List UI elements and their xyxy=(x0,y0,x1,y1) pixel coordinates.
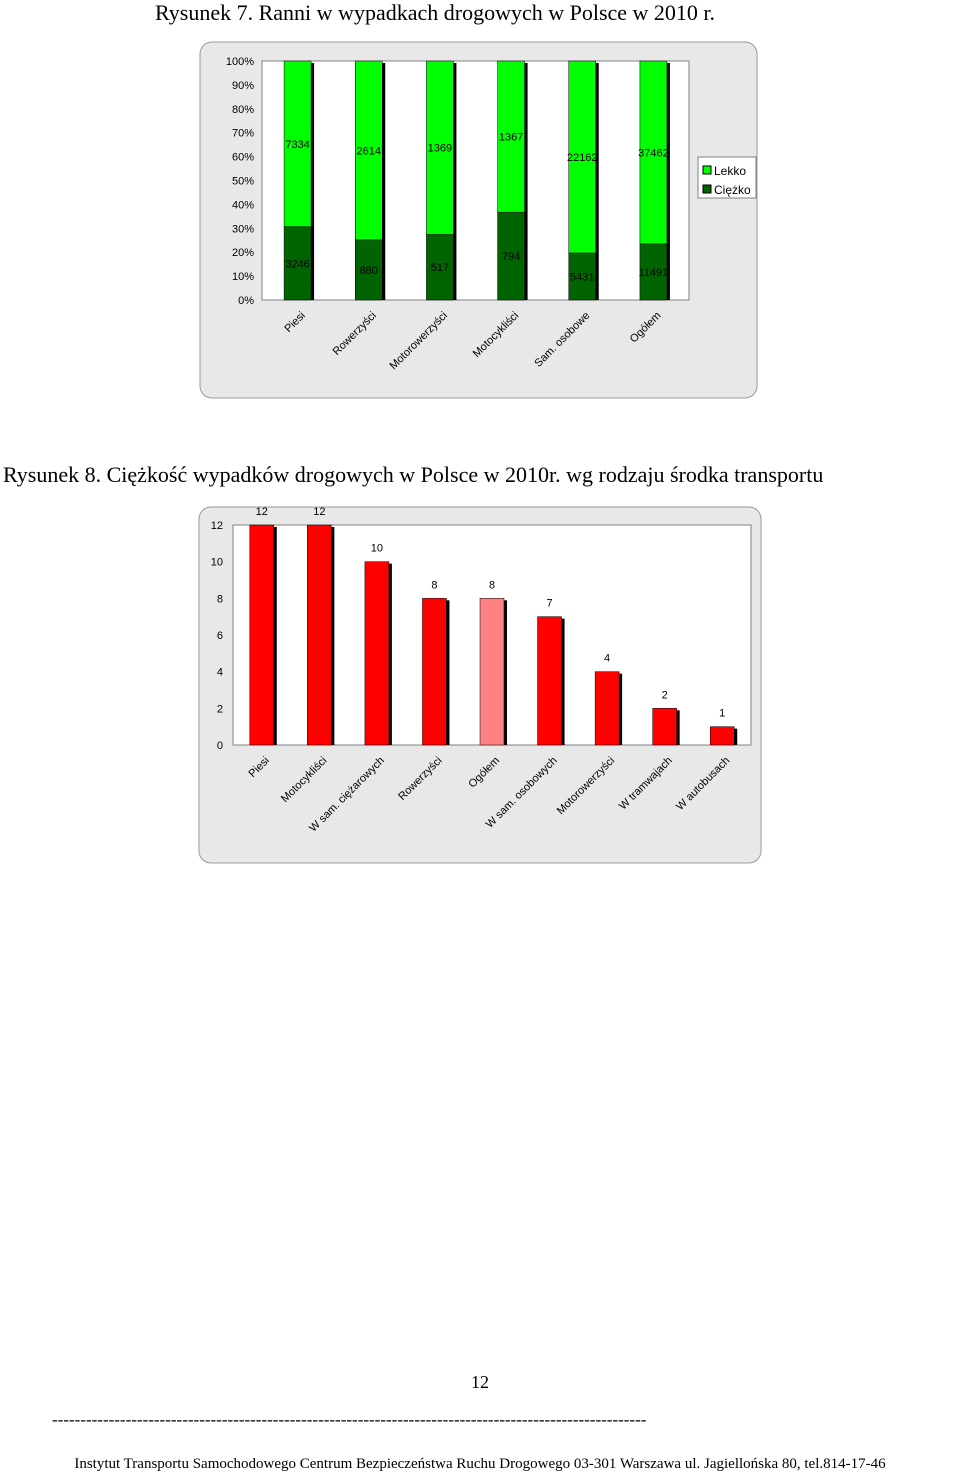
data-label-lekko: 1367 xyxy=(499,132,523,144)
bar-w-sam-osobowych xyxy=(537,616,562,746)
bar-w-autobusach xyxy=(709,726,735,746)
data-label-ciezko: 880 xyxy=(360,265,378,277)
figure-7-title: Rysunek 7. Ranni w wypadkach drogowych w… xyxy=(155,0,716,25)
footer-separator: ----------------------------------------… xyxy=(52,1410,647,1429)
bar-segment-ciezko-sam-osobowe xyxy=(568,252,596,301)
y-tick-label: 0% xyxy=(238,295,254,307)
y-tick-label: 30% xyxy=(232,223,254,235)
bar-segment-lekko-motorowerzysci xyxy=(426,60,454,235)
y-tick-label: 6 xyxy=(217,630,223,642)
bar-ogolem xyxy=(479,598,505,746)
y-tick-label: 50% xyxy=(232,176,254,188)
y-tick-label: 70% xyxy=(232,128,254,140)
data-label-lekko: 22162 xyxy=(567,152,598,164)
data-label-lekko: 37462 xyxy=(638,147,669,159)
legend-swatch-lekko xyxy=(702,165,712,175)
data-label-rowerzysci: 8 xyxy=(431,579,437,591)
y-tick-label: 60% xyxy=(232,152,254,164)
data-label-w-tramwajach: 2 xyxy=(662,689,668,701)
bar-motocyklisci xyxy=(307,524,332,746)
bar-segment-lekko-motocyklisci xyxy=(497,60,525,213)
y-tick-label: 90% xyxy=(232,80,254,92)
data-label-ogolem: 8 xyxy=(489,579,495,591)
page-number: 12 xyxy=(471,1372,489,1392)
data-label-lekko: 7334 xyxy=(285,139,309,151)
data-label-w-autobusach: 1 xyxy=(719,708,725,720)
footer-text: Instytut Transportu Samochodowego Centru… xyxy=(74,1456,886,1472)
legend-label-lekko: Lekko xyxy=(714,164,746,178)
injured-stacked-chart: 0% 10% 20% 30% 40% 50% 60% 70% 80% 90% 100% 7334 32… xyxy=(199,41,758,399)
data-label-w-sam-ciezarowych: 10 xyxy=(371,543,383,555)
bar-segment-ciezko-rowerzysci xyxy=(355,239,383,301)
data-label-lekko: 2614 xyxy=(357,145,381,157)
data-label-ciezko: 794 xyxy=(502,251,520,263)
bar-segment-ciezko-piesi xyxy=(283,226,312,301)
bar-segment-ciezko-motorowerzysci xyxy=(426,234,454,301)
bar-w-sam-ciezarowych xyxy=(364,561,390,746)
y-tick-label: 40% xyxy=(232,199,254,211)
data-label-lekko: 1369 xyxy=(428,143,452,155)
y-tick-label: 8 xyxy=(217,593,223,605)
y-tick-label: 100% xyxy=(226,56,254,68)
data-label-ciezko: 5431 xyxy=(570,271,594,283)
data-label-ciezko: 3246 xyxy=(285,258,309,270)
legend-swatch-ciezko xyxy=(702,184,712,194)
data-label-ciezko: 11491 xyxy=(639,267,669,279)
bar-segment-lekko-sam-osobowe xyxy=(568,60,596,254)
bar-segment-lekko-rowerzysci xyxy=(355,60,383,241)
data-label-w-sam-osobowych: 7 xyxy=(546,598,552,610)
plot-area xyxy=(261,60,690,301)
y-tick-label: 2 xyxy=(217,703,223,715)
y-tick-label: 80% xyxy=(232,104,254,116)
y-tick-label: 0 xyxy=(217,740,223,752)
y-tick-label: 10 xyxy=(211,557,223,569)
legend-label-ciezko: Ciężko xyxy=(714,183,751,197)
bar-piesi xyxy=(249,524,275,746)
bar-segment-lekko-ogolem xyxy=(639,60,668,245)
y-tick-label: 12 xyxy=(211,520,223,532)
bar-motorowerzysci xyxy=(594,671,620,746)
y-tick-label: 10% xyxy=(232,271,254,283)
data-label-piesi: 12 xyxy=(256,506,268,518)
y-tick-label: 20% xyxy=(232,247,254,259)
data-label-motocyklisci: 12 xyxy=(313,506,325,518)
legend: Lekko Ciężko xyxy=(697,156,757,199)
bar-rowerzysci xyxy=(422,598,447,746)
figure-8-title: Rysunek 8. Ciężkość wypadków drogowych w… xyxy=(3,462,824,487)
bar-segment-lekko-piesi xyxy=(283,60,312,227)
y-tick-label: 4 xyxy=(217,667,223,679)
data-label-motorowerzysci: 4 xyxy=(604,653,610,665)
bar-w-tramwajach xyxy=(652,708,677,746)
data-label-ciezko: 517 xyxy=(431,262,449,274)
